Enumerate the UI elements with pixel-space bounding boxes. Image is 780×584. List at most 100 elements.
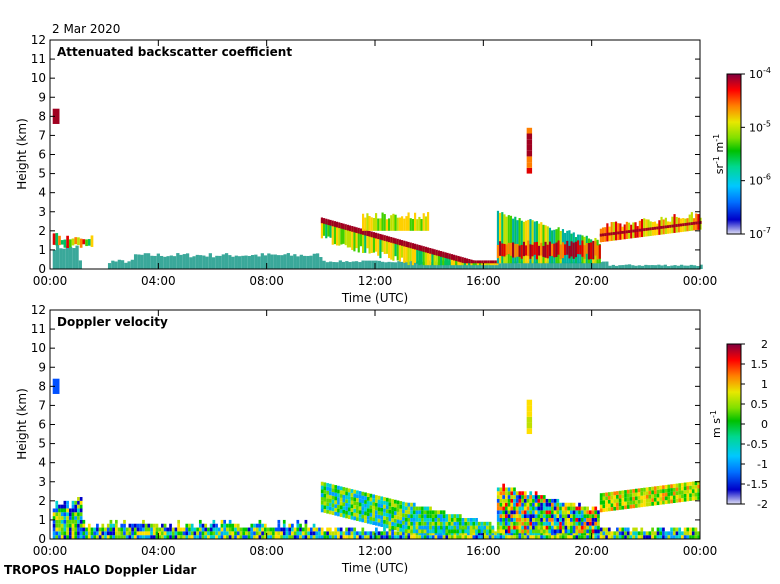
- velocity-cell: [131, 523, 134, 528]
- velocity-cell: [366, 493, 370, 497]
- velocity-cell: [101, 527, 105, 532]
- velocity-cell: [594, 529, 598, 534]
- colorbar-tick-label: 0.5: [751, 398, 769, 411]
- backscatter-cell: [605, 261, 609, 269]
- backscatter-cell: [526, 127, 533, 134]
- backscatter-cell: [562, 262, 567, 269]
- backscatter-cell: [510, 261, 515, 269]
- velocity-cell: [551, 518, 554, 522]
- velocity-cell: [212, 519, 216, 524]
- backscatter-cell: [507, 263, 511, 269]
- velocity-cell: [391, 522, 394, 526]
- velocity-cell: [624, 497, 627, 502]
- backscatter-cell: [420, 245, 423, 252]
- velocity-cell: [594, 535, 598, 539]
- velocity-cell: [502, 510, 505, 515]
- velocity-cell: [334, 531, 338, 536]
- velocity-cell: [675, 491, 679, 496]
- velocity-cell: [358, 506, 362, 511]
- backscatter-cell: [442, 251, 445, 258]
- velocity-cell: [410, 529, 413, 534]
- velocity-cell: [429, 506, 432, 511]
- backscatter-cell: [221, 254, 225, 269]
- velocity-cell: [523, 510, 527, 515]
- velocity-cell: [686, 535, 690, 539]
- velocity-cell: [431, 535, 435, 539]
- velocity-cell: [431, 529, 435, 534]
- velocity-cell: [380, 519, 384, 524]
- backscatter-cell: [176, 253, 180, 269]
- backscatter-cell: [52, 233, 56, 245]
- velocity-cell: [559, 506, 562, 511]
- velocity-cell: [247, 531, 251, 536]
- velocity-cell: [635, 488, 638, 493]
- velocity-cell: [96, 523, 99, 528]
- velocity-cell: [68, 531, 72, 536]
- y-tick-label: 3: [38, 205, 46, 219]
- velocity-cell: [331, 492, 335, 496]
- backscatter-cell: [487, 260, 490, 264]
- velocity-cell: [496, 498, 500, 503]
- velocity-cell: [513, 510, 516, 515]
- velocity-cell: [391, 535, 394, 539]
- velocity-cell: [426, 506, 430, 511]
- velocity-cell: [551, 521, 554, 526]
- velocity-cell: [318, 531, 321, 536]
- velocity-cell: [670, 527, 673, 532]
- velocity-cell: [125, 531, 129, 536]
- backscatter-cell: [150, 255, 154, 269]
- velocity-cell: [594, 510, 598, 515]
- velocity-cell: [388, 509, 392, 514]
- velocity-cell: [339, 486, 343, 491]
- backscatter-cell: [481, 260, 484, 264]
- velocity-cell: [521, 518, 524, 522]
- velocity-cell: [529, 514, 533, 519]
- y-tick-label: 2: [38, 494, 46, 508]
- velocity-cell: [212, 535, 216, 539]
- velocity-cell: [499, 521, 503, 526]
- velocity-cell: [502, 514, 505, 519]
- backscatter-cell: [677, 223, 680, 227]
- velocity-cell: [510, 510, 514, 515]
- velocity-cell: [537, 506, 541, 511]
- velocity-cell: [651, 535, 654, 539]
- backscatter-cell: [631, 265, 635, 269]
- velocity-cell: [231, 527, 235, 532]
- velocity-cell: [77, 519, 80, 524]
- velocity-cell: [529, 506, 533, 511]
- velocity-cell: [301, 535, 305, 539]
- velocity-cell: [142, 535, 145, 539]
- velocity-cell: [597, 514, 600, 519]
- velocity-cell: [285, 527, 289, 532]
- velocity-cell: [513, 514, 516, 519]
- velocity-x-axis: 00:00 04:00 08:00 12:00 16:00 20:00 00:00: [33, 310, 717, 558]
- velocity-cell: [659, 493, 663, 498]
- velocity-cell: [653, 490, 657, 494]
- backscatter-cell: [679, 264, 684, 269]
- velocity-cell: [68, 512, 72, 517]
- velocity-cell: [326, 502, 329, 506]
- velocity-cell: [523, 498, 527, 503]
- velocity-cell: [540, 521, 543, 526]
- velocity-cell: [578, 514, 581, 519]
- velocity-cell: [545, 510, 549, 515]
- velocity-cell: [320, 493, 324, 498]
- backscatter-cell: [429, 248, 432, 254]
- velocity-cell: [440, 510, 443, 515]
- velocity-cell: [610, 535, 614, 539]
- backscatter-cell: [673, 265, 677, 269]
- velocity-cell: [274, 527, 278, 532]
- velocity-cell: [616, 498, 619, 503]
- backscatter-cell: [63, 239, 67, 248]
- velocity-cell: [366, 535, 370, 539]
- backscatter-cell: [353, 226, 356, 233]
- velocity-cell: [288, 531, 292, 536]
- backscatter-cell: [598, 244, 601, 259]
- velocity-cell: [288, 523, 292, 528]
- velocity-cell: [410, 514, 413, 519]
- velocity-cell: [472, 535, 476, 539]
- velocity-cell: [559, 529, 562, 534]
- velocity-cell: [253, 523, 256, 528]
- velocity-cell: [475, 518, 478, 522]
- velocity-cell: [415, 518, 419, 522]
